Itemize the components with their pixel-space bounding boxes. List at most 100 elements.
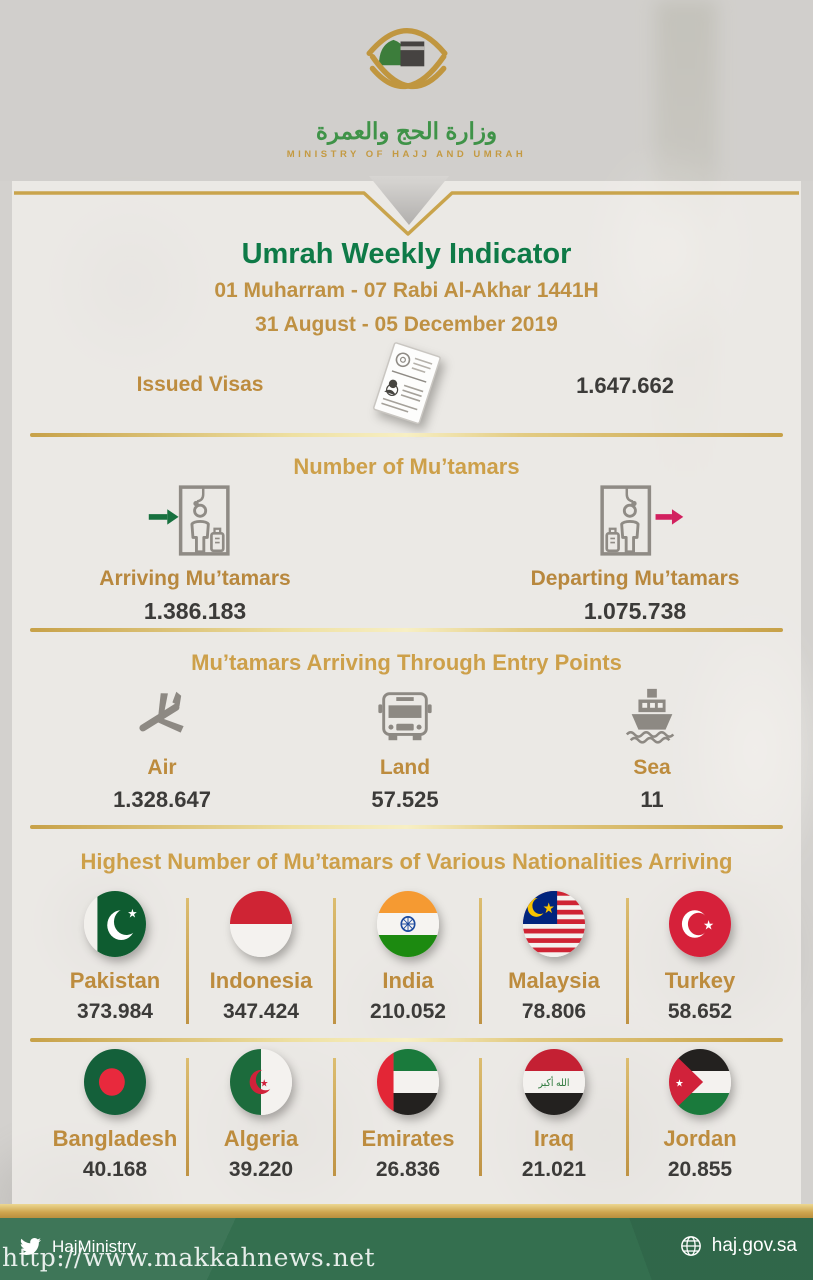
departing-mutamar-icon [600, 485, 684, 556]
nationality-name: Malaysia [508, 968, 600, 993]
svg-text:★: ★ [127, 907, 137, 920]
nationality-name: Iraq [533, 1126, 575, 1151]
flag-pakistan-icon: ★ [84, 891, 146, 957]
ship-icon [625, 688, 675, 744]
twitter-icon [20, 1237, 42, 1256]
column-divider [186, 898, 189, 1024]
ministry-name-arabic: وزارة الحج والعمرة [315, 118, 498, 144]
flag-turkey-icon: ★ [669, 891, 731, 957]
nationality-value: 210.052 [370, 1000, 446, 1023]
column-divider [626, 1058, 629, 1176]
nationality-card-jordan: ★ Jordan 20.855 [627, 1049, 773, 1182]
hajj-ministry-emblem-icon [366, 28, 447, 90]
footer: HajMinistry haj.gov.sa [0, 1218, 813, 1280]
section-divider [30, 825, 783, 829]
ministry-name-english: MINISTRY OF HAJJ AND UMRAH [286, 149, 527, 160]
nationality-value: 40.168 [82, 1158, 148, 1181]
column-divider [479, 898, 482, 1024]
flag-jordan-icon: ★ [669, 1049, 731, 1115]
airplane-icon [139, 691, 184, 733]
nationality-value: 78.806 [521, 1000, 587, 1023]
column-divider [626, 898, 629, 1024]
arriving-mutamars-value: 1.386.183 [143, 598, 247, 624]
twitter-account[interactable]: HajMinistry [18, 1236, 136, 1257]
nationality-card-indonesia: Indonesia 347.424 [188, 891, 334, 1024]
section-divider [30, 433, 783, 437]
nationality-value: 347.424 [223, 1000, 299, 1023]
entry-sea-label: Sea [633, 756, 671, 779]
nationality-name: Jordan [663, 1126, 737, 1151]
notch-divider [14, 176, 799, 236]
flag-indonesia-icon [230, 891, 292, 957]
nationality-card-pakistan: ★ Pakistan 373.984 [42, 891, 188, 1024]
arriving-mutamar-icon [148, 485, 230, 556]
flag-emirates-icon [377, 1049, 439, 1115]
entry-point-sea-card: Sea 11 [572, 686, 732, 813]
gregorian-period: 31 August - 05 December 2019 [255, 313, 558, 336]
issued-visas-value: 1.647.662 [576, 373, 674, 398]
nationality-value: 21.021 [521, 1158, 587, 1181]
mutamars-section-title: Number of Mu’tamars [293, 454, 520, 479]
footer-gold-bar [0, 1204, 813, 1218]
nationality-value: 373.984 [77, 1000, 153, 1023]
svg-text:★: ★ [675, 1078, 684, 1089]
nationality-name: Emirates [361, 1126, 455, 1151]
nationalities-section-title: Highest Number of Mu’tamars of Various N… [80, 849, 733, 874]
nationality-card-bangladesh: Bangladesh 40.168 [42, 1049, 188, 1182]
website-url[interactable]: haj.gov.sa [711, 1235, 797, 1256]
column-divider [186, 1058, 189, 1176]
bus-icon [378, 692, 432, 741]
twitter-handle[interactable]: HajMinistry [52, 1236, 137, 1256]
page-title: Umrah Weekly Indicator [241, 238, 572, 270]
nationality-name: India [382, 968, 434, 993]
entry-land-value: 57.525 [371, 787, 439, 812]
visa-document-icon [373, 342, 441, 425]
nationality-name: Turkey [664, 968, 736, 993]
watermark: http://www.makkahnews.net [2, 1243, 376, 1272]
nationality-value: 58.652 [667, 1000, 733, 1023]
svg-text:الله أكبر: الله أكبر [538, 1076, 570, 1089]
entry-point-air-card: Air 1.328.647 [82, 686, 242, 813]
flag-iraq-icon: الله أكبر [523, 1049, 585, 1115]
departing-mutamars-value: 1.075.738 [583, 598, 687, 624]
entry-air-value: 1.328.647 [113, 787, 211, 812]
nationality-name: Algeria [223, 1126, 299, 1151]
departing-mutamars-label: Departing Mu’tamars [530, 567, 740, 590]
nationality-name: Bangladesh [52, 1126, 178, 1151]
svg-text:★: ★ [543, 900, 555, 916]
entry-sea-value: 11 [640, 787, 664, 812]
arriving-mutamars-label: Arriving Mu’tamars [99, 567, 291, 590]
column-divider [333, 1058, 336, 1176]
nationality-value: 39.220 [228, 1158, 294, 1181]
departing-mutamars-card: Departing Mu’tamars 1.075.738 [530, 483, 740, 625]
nationality-card-turkey: ★ Turkey 58.652 [627, 891, 773, 1024]
entry-point-land-card: Land 57.525 [325, 686, 485, 813]
issued-visas-label: Issued Visas [136, 373, 264, 396]
globe-icon [680, 1236, 701, 1256]
arriving-mutamars-card: Arriving Mu’tamars 1.386.183 [90, 483, 300, 625]
svg-text:★: ★ [703, 917, 714, 932]
nationality-card-india: India 210.052 [335, 891, 481, 1024]
section-divider [30, 1038, 783, 1042]
nationality-card-malaysia: ★ Malaysia 78.806 [481, 891, 627, 1024]
nationality-name: Pakistan [69, 968, 161, 993]
ministry-logo: وزارة الحج والعمرة MINISTRY OF HAJJ AND … [0, 0, 813, 181]
nationality-name: Indonesia [209, 968, 313, 993]
nationality-value: 26.836 [375, 1158, 441, 1181]
entry-land-label: Land [379, 756, 431, 779]
nationality-card-emirates: Emirates 26.836 [335, 1049, 481, 1182]
website-link[interactable]: haj.gov.sa [680, 1235, 797, 1257]
hijri-period: 01 Muharram - 07 Rabi Al-Akhar 1441H [214, 279, 599, 302]
column-divider [479, 1058, 482, 1176]
nationality-card-algeria: ★ Algeria 39.220 [188, 1049, 334, 1182]
entry-air-label: Air [147, 756, 177, 779]
svg-text:★: ★ [260, 1078, 269, 1089]
flag-malaysia-icon: ★ [523, 891, 585, 957]
column-divider [333, 898, 336, 1024]
nationality-card-iraq: الله أكبر Iraq 21.021 [481, 1049, 627, 1182]
nationality-value: 20.855 [667, 1158, 733, 1181]
entry-points-section-title: Mu’tamars Arriving Through Entry Points [191, 650, 622, 675]
flag-bangladesh-icon [84, 1049, 146, 1115]
section-divider [30, 628, 783, 632]
